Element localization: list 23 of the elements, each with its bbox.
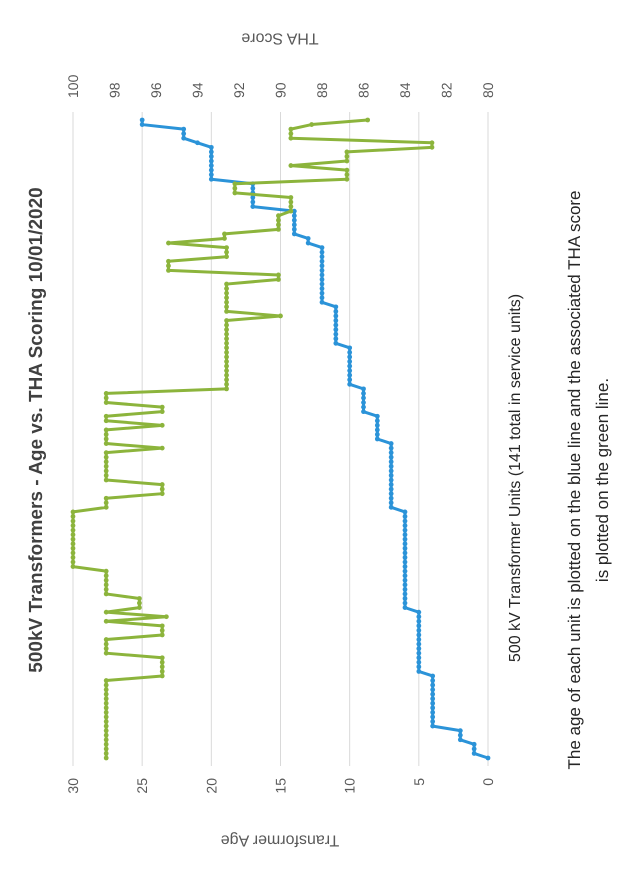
x2-tick-label: 82 <box>438 82 454 98</box>
x-tick-label: 20 <box>203 778 220 794</box>
x2-tick-label: 84 <box>397 82 413 98</box>
x2-tick-label: 88 <box>314 82 330 98</box>
x2-tick-label: 100 <box>65 74 81 98</box>
y-axis-title: 500 kV Transformer Units (141 total in service units) <box>507 294 524 662</box>
x-tick-label: 5 <box>410 778 427 786</box>
x2-tick-label: 94 <box>190 82 206 98</box>
text: The age of each unit is plotted on the blue line and the associated THA score is plotted on the green line. <box>565 190 612 770</box>
text: 500kV Transformers - Age vs. THA Scoring 10/01/2020 <box>26 187 47 673</box>
x2-tick-label: 86 <box>356 82 372 98</box>
x-tick-label: 25 <box>134 778 150 794</box>
x2-tick-label: 92 <box>231 82 247 98</box>
x-tick-label: 15 <box>272 778 288 794</box>
x-axis-title: Transformer Age <box>220 832 340 848</box>
x2-tick-label: 90 <box>272 82 288 98</box>
x2-tick-label: 98 <box>106 82 122 98</box>
x2-tick-label: 80 <box>480 82 496 98</box>
x2-tick-label: 96 <box>148 82 164 98</box>
x2-axis-title: THA Score <box>241 30 319 46</box>
x-tick-label: 10 <box>342 778 358 794</box>
x-tick-label: 30 <box>65 778 81 794</box>
x-tick-label: 0 <box>480 778 496 786</box>
